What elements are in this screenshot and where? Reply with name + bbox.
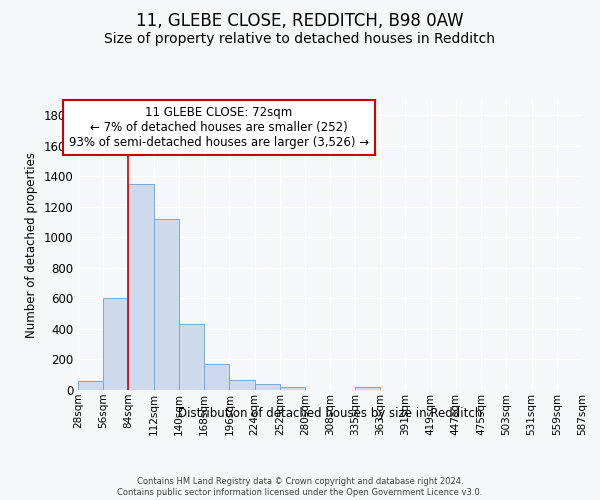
Bar bbox=[255, 384, 280, 390]
Bar bbox=[355, 387, 380, 390]
Text: 11, GLEBE CLOSE, REDDITCH, B98 0AW: 11, GLEBE CLOSE, REDDITCH, B98 0AW bbox=[136, 12, 464, 30]
Bar bbox=[154, 219, 179, 390]
Text: Contains HM Land Registry data © Crown copyright and database right 2024.
Contai: Contains HM Land Registry data © Crown c… bbox=[118, 478, 482, 497]
Y-axis label: Number of detached properties: Number of detached properties bbox=[25, 152, 38, 338]
Bar bbox=[128, 184, 154, 390]
Bar bbox=[179, 324, 204, 390]
Bar bbox=[103, 298, 128, 390]
Text: 11 GLEBE CLOSE: 72sqm
← 7% of detached houses are smaller (252)
93% of semi-deta: 11 GLEBE CLOSE: 72sqm ← 7% of detached h… bbox=[69, 106, 369, 149]
Bar bbox=[280, 387, 305, 390]
Text: Size of property relative to detached houses in Redditch: Size of property relative to detached ho… bbox=[104, 32, 496, 46]
Bar bbox=[229, 380, 255, 390]
Text: Distribution of detached houses by size in Redditch: Distribution of detached houses by size … bbox=[178, 408, 482, 420]
Bar bbox=[204, 364, 229, 390]
Bar bbox=[78, 381, 103, 390]
